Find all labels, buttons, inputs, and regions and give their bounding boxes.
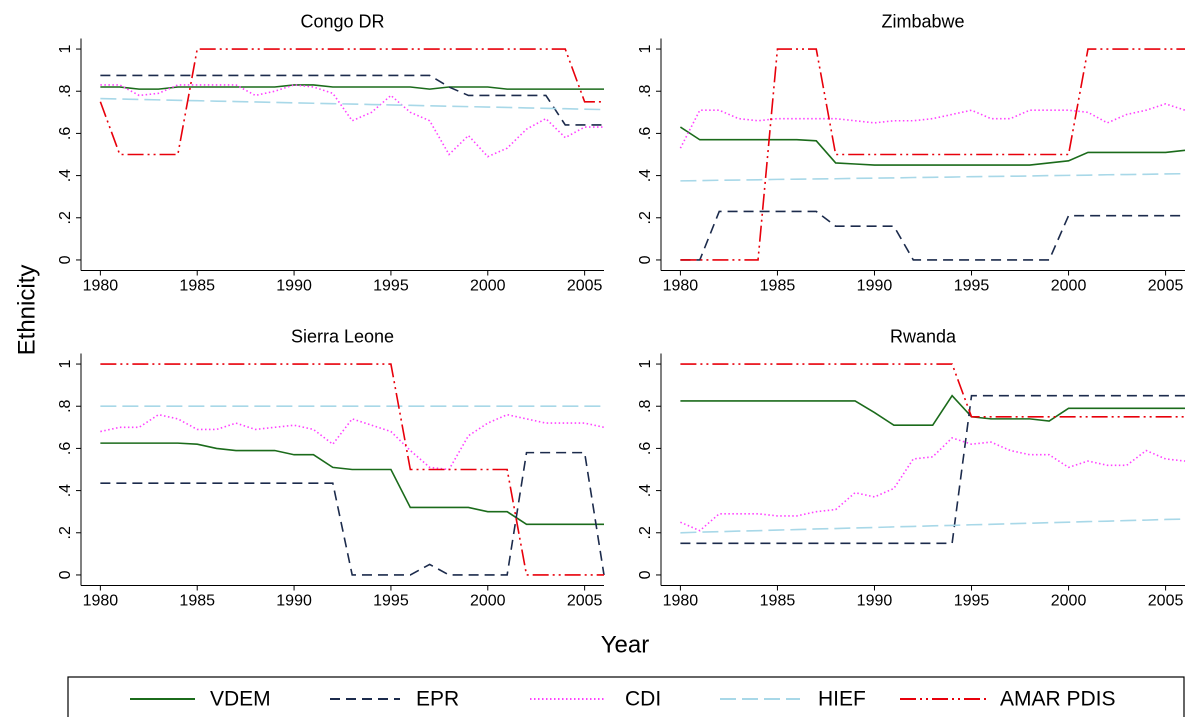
x-tick-label: 1985 bbox=[179, 278, 215, 295]
y-tick-label: .4 bbox=[637, 169, 654, 182]
panel-title: Sierra Leone bbox=[291, 326, 394, 346]
y-tick-label: 1 bbox=[57, 44, 74, 53]
x-tick-label: 1980 bbox=[663, 278, 699, 295]
x-tick-label: 2000 bbox=[1051, 593, 1087, 610]
x-tick-label: 1995 bbox=[954, 593, 990, 610]
y-tick-label: 1 bbox=[637, 44, 654, 53]
x-tick-label: 2000 bbox=[1051, 278, 1087, 295]
y-tick-label: 1 bbox=[637, 359, 654, 368]
series-line bbox=[680, 210, 1185, 261]
x-tick-label: 1990 bbox=[276, 278, 312, 295]
series-line bbox=[679, 103, 1186, 149]
x-axis-label: Year bbox=[601, 631, 650, 658]
legend-box bbox=[67, 676, 1185, 717]
series-line bbox=[680, 394, 1185, 545]
y-tick-label: .4 bbox=[57, 169, 74, 182]
x-tick-label: 1985 bbox=[760, 278, 796, 295]
series-line bbox=[100, 84, 604, 158]
series-line bbox=[99, 48, 604, 156]
x-tick-label: 1980 bbox=[663, 593, 699, 610]
x-tick-label: 1995 bbox=[373, 278, 409, 295]
series-line bbox=[680, 363, 1185, 418]
legend-label: CDI bbox=[625, 688, 661, 711]
y-tick-label: .6 bbox=[637, 442, 654, 455]
x-tick-label: 1995 bbox=[373, 593, 409, 610]
y-tick-label: .4 bbox=[57, 484, 74, 497]
series-line bbox=[680, 48, 1185, 261]
panel-title: Rwanda bbox=[890, 326, 957, 346]
y-tick-label: 0 bbox=[637, 255, 654, 264]
y-tick-label: .8 bbox=[637, 84, 654, 97]
y-tick-label: .2 bbox=[637, 211, 654, 224]
series-line bbox=[100, 413, 605, 471]
legend-label: AMAR PDIS bbox=[1000, 688, 1116, 711]
y-tick-label: 0 bbox=[637, 570, 654, 579]
panel-title: Congo DR bbox=[300, 11, 384, 31]
x-tick-label: 1990 bbox=[276, 593, 312, 610]
series-line bbox=[680, 172, 1186, 182]
series-line bbox=[100, 442, 604, 526]
y-tick-label: 1 bbox=[57, 359, 74, 368]
y-tick-label: .2 bbox=[637, 526, 654, 539]
x-tick-label: 1995 bbox=[954, 278, 990, 295]
x-tick-label: 2000 bbox=[470, 278, 506, 295]
x-tick-label: 2000 bbox=[470, 593, 506, 610]
series-line bbox=[100, 363, 604, 576]
legend-label: VDEM bbox=[210, 688, 271, 711]
panel-title: Zimbabwe bbox=[881, 11, 964, 31]
y-tick-label: 0 bbox=[57, 255, 74, 264]
y-tick-label: .4 bbox=[637, 484, 654, 497]
series-line bbox=[100, 74, 604, 126]
y-tick-label: 0 bbox=[57, 570, 74, 579]
y-tick-label: .8 bbox=[57, 84, 74, 97]
x-tick-label: 1980 bbox=[83, 278, 119, 295]
series-line bbox=[100, 97, 605, 111]
x-tick-label: 1980 bbox=[83, 593, 119, 610]
x-tick-label: 1985 bbox=[179, 593, 215, 610]
x-tick-label: 1985 bbox=[760, 593, 796, 610]
x-tick-label: 2005 bbox=[1148, 278, 1184, 295]
legend-label: EPR bbox=[416, 688, 459, 711]
y-tick-label: .8 bbox=[57, 399, 74, 412]
x-tick-label: 2005 bbox=[567, 278, 603, 295]
y-tick-label: .6 bbox=[57, 442, 74, 455]
x-tick-label: 1990 bbox=[857, 593, 893, 610]
series-line bbox=[100, 451, 605, 576]
y-tick-label: .6 bbox=[637, 127, 654, 140]
x-tick-label: 2005 bbox=[567, 593, 603, 610]
legend-label: HIEF bbox=[818, 688, 866, 711]
y-tick-label: .8 bbox=[637, 399, 654, 412]
x-tick-label: 1990 bbox=[857, 278, 893, 295]
y-tick-label: .6 bbox=[57, 127, 74, 140]
y-tick-label: .2 bbox=[57, 526, 74, 539]
x-tick-label: 2005 bbox=[1148, 593, 1184, 610]
series-line bbox=[680, 436, 1186, 532]
series-line bbox=[100, 84, 604, 90]
y-tick-label: .2 bbox=[57, 211, 74, 224]
series-line bbox=[680, 518, 1186, 534]
series-line bbox=[680, 394, 1185, 427]
y-axis-label: Ethnicity bbox=[13, 265, 40, 356]
series-line bbox=[679, 126, 1186, 166]
